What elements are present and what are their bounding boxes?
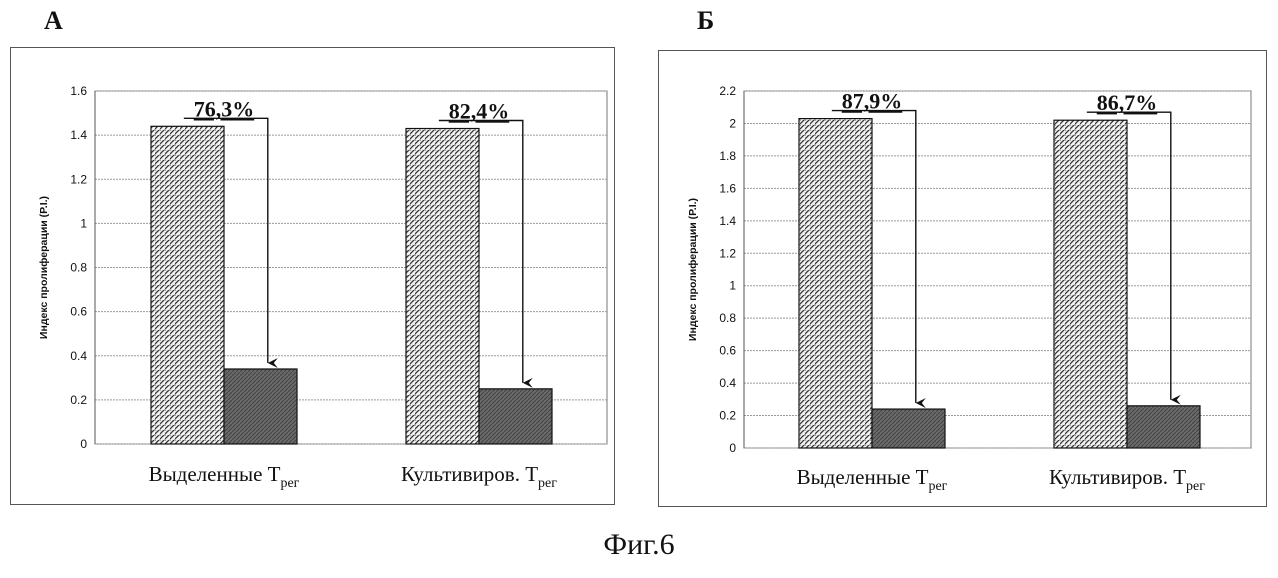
category-label: Выделенные Tрег — [149, 462, 300, 491]
reduction-percent-label: 86,7% — [1097, 90, 1158, 115]
y-tick-label: 0.8 — [70, 261, 87, 275]
reduction-arrow — [1086, 111, 1181, 405]
reduction-arrow — [831, 109, 926, 409]
y-tick-label: 1.2 — [70, 172, 87, 186]
y-tick-label: 1 — [80, 216, 87, 230]
y-tick-label: 1.8 — [719, 149, 736, 163]
reduction-percent-label: 87,9% — [842, 89, 903, 114]
y-tick-label: 0.6 — [70, 305, 87, 319]
reduction-arrow — [183, 117, 278, 368]
bar-after — [223, 368, 298, 445]
y-tick-label: 0 — [729, 441, 736, 455]
reduction-percent-label: 76,3% — [194, 96, 255, 121]
bar-before — [405, 127, 480, 445]
y-tick-label: 1.4 — [70, 128, 87, 142]
y-tick-label: 1.6 — [719, 181, 736, 195]
y-tick-label: 1.6 — [70, 84, 87, 98]
y-tick-label: 2 — [729, 116, 736, 130]
panel-label-a: А — [44, 6, 63, 35]
bar-after — [1126, 405, 1201, 449]
y-tick-label: 0 — [80, 437, 87, 451]
bar-before — [150, 125, 225, 445]
y-tick-label: 1.4 — [719, 214, 736, 228]
category-label: Выделенные Tрег — [797, 465, 948, 494]
y-axis-label: Индекс пролиферации (P.I.) — [38, 196, 50, 339]
bar-before — [798, 117, 873, 449]
y-tick-label: 0.4 — [719, 376, 736, 390]
panel-label-b: Б — [697, 6, 715, 35]
y-tick-label: 0.2 — [70, 393, 87, 407]
y-tick-label: 1 — [729, 279, 736, 293]
y-tick-label: 0.8 — [719, 311, 736, 325]
chart-panel-a: 0 0.2 0.4 0.6 0.8 1 1.2 1.4 1.6 Индекс пролиферац… — [38, 84, 608, 491]
bar-after — [478, 388, 553, 445]
reduction-percent-label: 82,4% — [449, 99, 510, 124]
chart-panel-b: 0 0.2 0.4 0.6 0.8 1 1.2 1.4 1.6 1.8 2 2.2 Индекс про… — [687, 84, 1252, 494]
y-axis-label: Индекс пролиферации (P.I.) — [687, 198, 699, 341]
figure-caption: Фиг.6 — [603, 528, 675, 561]
y-tick-label: 1.2 — [719, 246, 736, 260]
reduction-arrow — [438, 119, 533, 388]
category-label: Культивиров. Tрег — [401, 462, 557, 491]
y-tick-label: 0.4 — [70, 349, 87, 363]
category-label: Культивиров. Tрег — [1049, 465, 1205, 494]
y-tick-label: 2.2 — [719, 84, 736, 98]
bar-before — [1053, 119, 1128, 449]
y-tick-label: 0.6 — [719, 344, 736, 358]
bar-after — [871, 408, 946, 449]
y-tick-label: 0.2 — [719, 409, 736, 423]
